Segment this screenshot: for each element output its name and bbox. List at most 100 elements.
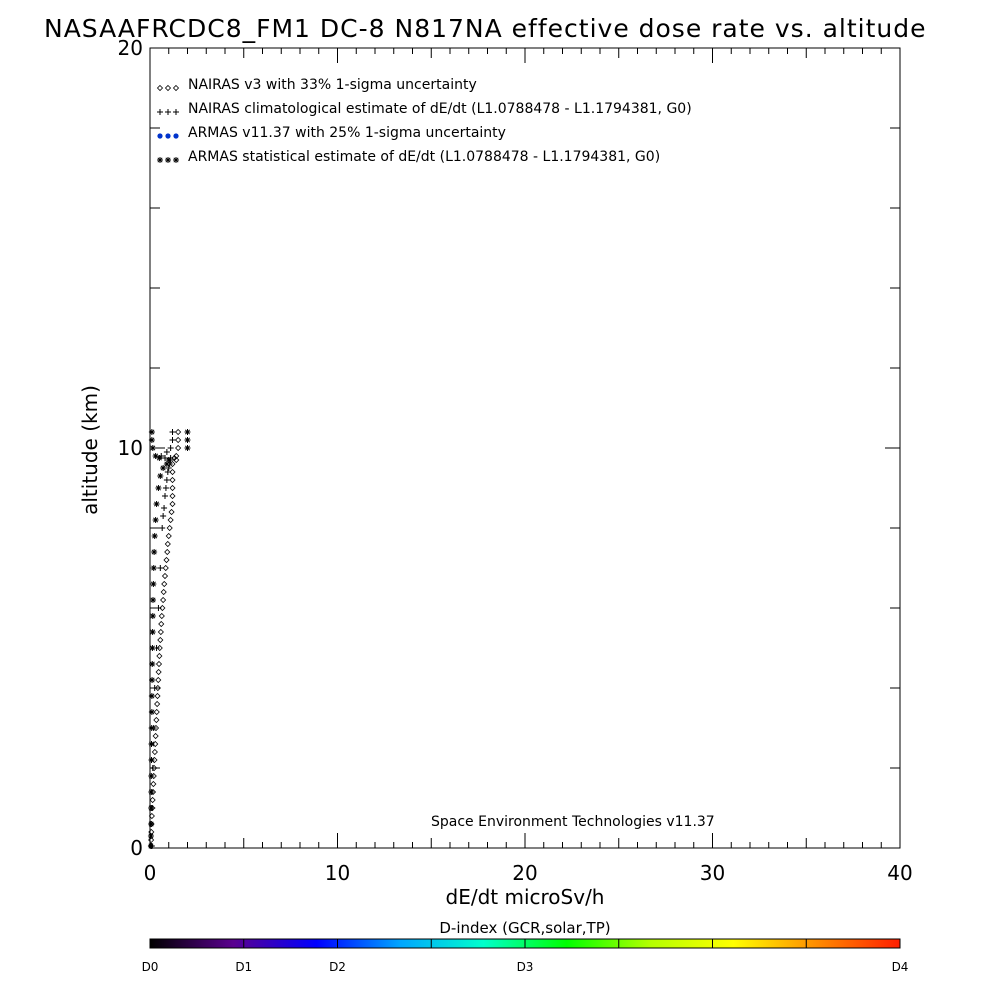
- y-tick-labels: 0 10 20: [118, 36, 143, 860]
- asterisk-point: [151, 549, 158, 555]
- asterisk-point: [155, 485, 162, 491]
- asterisk-point: [150, 581, 157, 587]
- asterisk-point: [148, 773, 155, 779]
- x-axis-label: dE/dt microSv/h: [446, 885, 605, 909]
- colorbar-labels: D0 D1 D2 D3 D4: [142, 939, 909, 974]
- plus-point: [161, 505, 168, 511]
- diamond-point: [164, 540, 171, 548]
- x-tick-label: 40: [887, 861, 912, 885]
- asterisk-point: [148, 693, 155, 699]
- diamond-point: [149, 796, 156, 804]
- asterisk-point: [148, 789, 155, 795]
- legend-dot-icon: [165, 133, 171, 139]
- diamond-point: [165, 532, 172, 540]
- legend-dot-icon: [173, 133, 179, 139]
- plus-point: [169, 437, 176, 443]
- colorbar-label: D2: [329, 960, 346, 974]
- x-tick-label: 20: [512, 861, 537, 885]
- asterisk-point: [153, 501, 160, 507]
- diamond-point: [150, 780, 157, 788]
- plus-point: [167, 445, 174, 451]
- legend-plus-icon: [173, 109, 179, 115]
- diamond-point: [169, 476, 176, 484]
- diamond-point: [173, 456, 180, 464]
- colorbar-title: D-index (GCR,solar,TP): [439, 919, 610, 937]
- plus-point: [163, 449, 170, 455]
- legend-item: ARMAS v11.37 with 25% 1-sigma uncertaint…: [157, 125, 506, 141]
- diamond-point: [175, 436, 182, 444]
- x-tick-labels: 0 10 20 30 40: [144, 861, 913, 885]
- legend-label: NAIRAS climatological estimate of dE/dt …: [188, 101, 692, 117]
- diamond-point: [169, 460, 176, 468]
- diamond-point: [163, 556, 170, 564]
- colorbar-label: D1: [235, 960, 252, 974]
- diamond-point: [159, 604, 166, 612]
- asterisk-point: [148, 709, 155, 715]
- plus-point: [169, 429, 176, 435]
- legend-dot-icon: [157, 133, 163, 139]
- diamond-point: [157, 628, 164, 636]
- asterisk-point: [165, 457, 172, 463]
- plus-point: [159, 525, 166, 531]
- plus-point: [155, 605, 162, 611]
- asterisk-point: [152, 517, 159, 523]
- legend-asterisk-icon: [173, 157, 179, 163]
- legend-label: ARMAS statistical estimate of dE/dt (L1.…: [188, 149, 660, 165]
- plus-point: [160, 513, 167, 519]
- legend-diamond-icon: [164, 84, 172, 92]
- diamond-point: [157, 636, 164, 644]
- diamond-point: [175, 444, 182, 452]
- asterisk-point: [150, 565, 157, 571]
- diamond-point: [155, 660, 163, 668]
- plus-point: [162, 485, 169, 491]
- diamond-point: [155, 676, 162, 684]
- x-tick-label: 30: [700, 861, 725, 885]
- diamond-point: [154, 692, 161, 700]
- legend-item: NAIRAS climatological estimate of dE/dt …: [157, 101, 692, 117]
- diamond-point: [152, 732, 159, 740]
- diamond-point: [152, 724, 160, 732]
- diamond-point: [156, 652, 163, 660]
- asterisk-point: [147, 843, 154, 849]
- diamond-point: [169, 492, 176, 500]
- legend-asterisk-icon: [157, 157, 163, 163]
- diamond-point: [160, 588, 167, 596]
- diamond-point: [161, 580, 168, 588]
- asterisk-point: [163, 461, 170, 467]
- diamond-point: [154, 684, 161, 692]
- legend-item: NAIRAS v3 with 33% 1-sigma uncertainty: [156, 77, 477, 93]
- plus-point: [162, 493, 168, 499]
- y-tick-label: 10: [118, 436, 143, 460]
- plus-point: [149, 765, 156, 771]
- colorbar-label: D0: [142, 960, 159, 974]
- y-tick-label: 0: [130, 836, 143, 860]
- asterisk-point: [150, 597, 156, 603]
- asterisk-point: [147, 833, 154, 839]
- legend-item: ARMAS statistical estimate of dE/dt (L1.…: [157, 149, 660, 165]
- y-tick-label: 20: [118, 36, 143, 60]
- legend-label: NAIRAS v3 with 33% 1-sigma uncertainty: [188, 77, 477, 93]
- asterisk-point: [184, 437, 191, 443]
- diamond-point: [153, 708, 160, 716]
- asterisk-point: [148, 429, 155, 435]
- diamond-point: [160, 596, 167, 604]
- chart-title: NASAAFRCDC8_FM1 DC-8 N817NA effective do…: [44, 14, 927, 43]
- asterisk-point: [151, 533, 158, 539]
- asterisk-point: [149, 645, 156, 651]
- legend: NAIRAS v3 with 33% 1-sigma uncertainty NA…: [156, 77, 692, 165]
- data-points: [147, 428, 191, 850]
- asterisk-point: [148, 725, 155, 731]
- diamond-point: [148, 836, 155, 844]
- diamond-point: [154, 700, 161, 708]
- diamond-point: [169, 500, 176, 508]
- x-tick-label: 10: [325, 861, 350, 885]
- asterisk-point: [152, 453, 159, 459]
- diamond-point: [167, 516, 174, 524]
- asterisk-point: [148, 437, 155, 443]
- diamond-point: [152, 740, 159, 748]
- asterisk-point: [149, 613, 156, 619]
- diamond-point: [169, 468, 176, 476]
- asterisk-point: [149, 677, 156, 683]
- colorbar-label: D4: [892, 960, 909, 974]
